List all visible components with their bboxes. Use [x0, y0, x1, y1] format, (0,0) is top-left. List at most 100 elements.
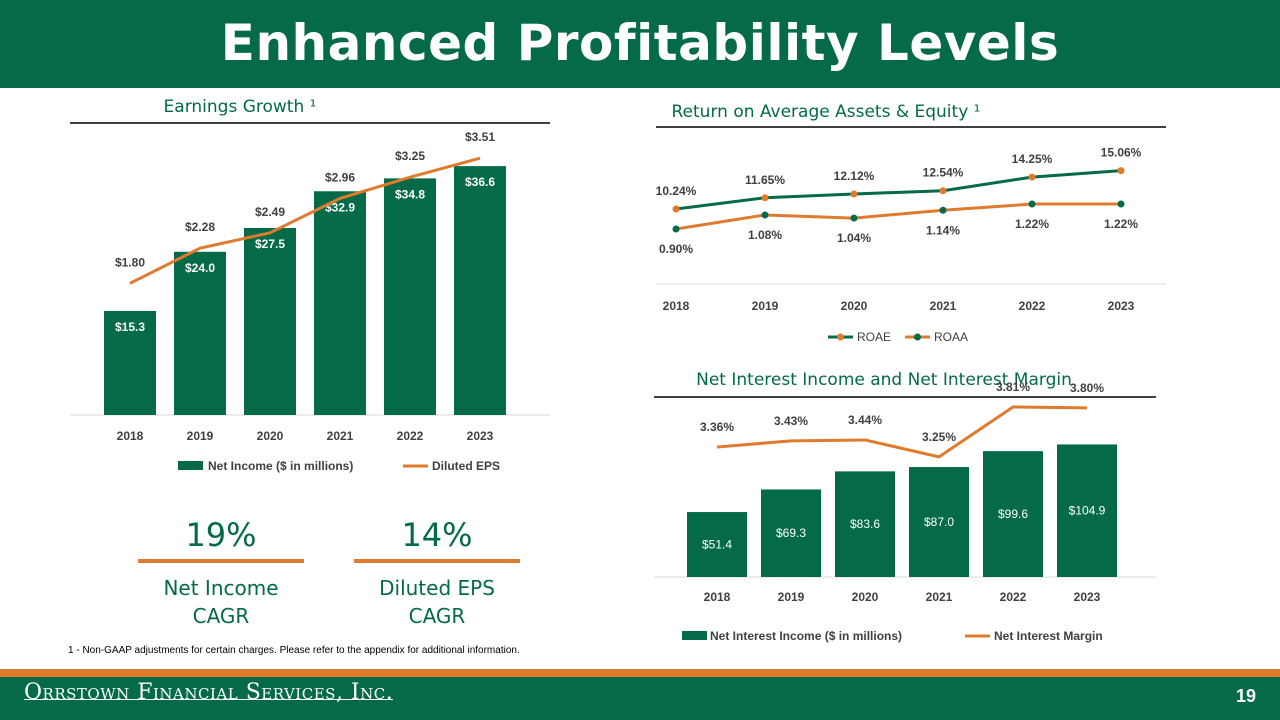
earnings-bar-label: $36.6 [465, 175, 495, 189]
returns-x-tick: 2023 [1108, 299, 1135, 313]
returns-legend-roae-marker [837, 333, 844, 341]
earnings-title-rule [70, 122, 550, 124]
nii-x-tick: 2023 [1074, 590, 1101, 604]
roaa-label: 1.22% [1104, 217, 1138, 231]
diluted-eps-cagr-label-line1: Diluted EPS [379, 576, 495, 600]
nii-x-tick: 2022 [1000, 590, 1027, 604]
roae-label: 12.12% [834, 169, 875, 183]
earnings-legend-line-label: Diluted EPS [432, 459, 500, 473]
net-income-cagr-label-line2: CAGR [192, 604, 250, 628]
earnings-bar [244, 228, 296, 415]
earnings-eps-label: $2.49 [255, 205, 285, 219]
net-income-cagr-label: Net Income CAGR [138, 574, 304, 630]
nii-bar-label: $87.0 [924, 515, 954, 529]
footnote: 1 - Non-GAAP adjustments for certain cha… [68, 645, 520, 656]
returns-x-tick: 2020 [841, 299, 868, 313]
nii-chart-title: Net Interest Income and Net Interest Mar… [696, 370, 1072, 390]
roae-point [761, 194, 769, 202]
roaa-point [939, 206, 947, 214]
company-underline [24, 699, 394, 700]
earnings-bar-label: $32.9 [325, 200, 355, 214]
nim-line [716, 405, 1088, 459]
nim-label: 3.36% [700, 420, 734, 434]
page-number: 19 [1235, 686, 1256, 706]
earnings-x-tick: 2023 [467, 429, 494, 443]
roaa-point [1117, 200, 1125, 208]
nii-bar-label: $104.9 [1069, 503, 1106, 517]
nii-bar [909, 467, 969, 577]
roae-label: 11.65% [745, 173, 785, 187]
nii-legend-bar-swatch [682, 631, 707, 640]
earnings-eps-line [129, 156, 481, 285]
roae-label: 10.24% [656, 184, 697, 198]
nii-title-rule [654, 396, 1156, 398]
earnings-bar-label: $15.3 [115, 320, 145, 334]
earnings-bar [314, 191, 366, 415]
footer-accent-bar [0, 669, 1280, 677]
roaa-label: 1.14% [926, 223, 960, 237]
roaa-point [761, 211, 769, 219]
returns-x-tick: 2019 [752, 299, 779, 313]
diluted-eps-cagr-divider [354, 559, 520, 563]
nii-bar-label: $69.3 [776, 526, 806, 540]
roae-line [675, 169, 1122, 211]
roae-label: 15.06% [1101, 146, 1142, 160]
nii-bar-label: $83.6 [850, 517, 880, 531]
net-income-cagr-value: 19% [185, 516, 257, 554]
nim-label: 3.43% [774, 414, 808, 428]
title-banner: Enhanced Profitability Levels [0, 0, 1280, 88]
roae-point [672, 205, 680, 213]
returns-legend-roae-label: ROAE [857, 330, 891, 344]
roaa-line [675, 202, 1121, 231]
earnings-x-tick: 2022 [397, 429, 424, 443]
company-logo-text: Orrstown Financial Services, Inc. [24, 680, 394, 705]
returns-chart: 2018 2019 2020 2021 2022 2023 10.24% 11.65% 12.1… [656, 146, 1166, 344]
nim-label: 3.80% [1070, 381, 1104, 395]
earnings-x-tick: 2021 [327, 429, 354, 443]
earnings-eps-label: $3.25 [395, 149, 425, 163]
returns-title-rule [656, 126, 1166, 128]
earnings-eps-label: $2.96 [325, 170, 355, 184]
nii-x-tick: 2021 [926, 590, 953, 604]
returns-chart-title: Return on Average Assets & Equity ¹ [671, 102, 981, 122]
returns-legend-roaa-marker [914, 333, 921, 341]
nii-legend-line-label: Net Interest Margin [994, 629, 1103, 643]
net-income-cagr-divider [138, 559, 304, 563]
returns-x-tick: 2022 [1019, 299, 1046, 313]
earnings-bar [384, 178, 436, 415]
earnings-bar [174, 251, 226, 415]
footer-bar [0, 677, 1280, 720]
earnings-legend-bar-label: Net Income ($ in millions) [208, 459, 353, 473]
roaa-point [1028, 200, 1036, 208]
earnings-bar-label: $27.5 [255, 237, 285, 251]
net-income-cagr-label-line1: Net Income [163, 576, 279, 600]
returns-x-tick: 2018 [663, 299, 690, 313]
nim-label: 3.81% [996, 380, 1030, 394]
nii-legend-bar-label: Net Interest Income ($ in millions) [710, 629, 902, 643]
earnings-bar [454, 166, 506, 415]
roaa-point [672, 225, 680, 233]
nii-bar [761, 489, 821, 577]
company-name: Orrstown Financial Services, Inc. [24, 680, 394, 705]
nii-chart: $51.4 2018 3.36% $69.3 2019 3.43% $83.6 2020 3.4… [654, 380, 1156, 643]
nii-bar [1057, 444, 1117, 577]
page-title: Enhanced Profitability Levels [220, 14, 1060, 72]
earnings-growth-chart: $15.3 2018 $1.80 $24.0 2019 $2.28 $27.5 2020 $2.… [70, 130, 550, 473]
earnings-chart-title: Earnings Growth ¹ [163, 97, 317, 117]
nii-bar [687, 512, 747, 577]
earnings-x-tick: 2020 [257, 429, 284, 443]
roae-point [1028, 173, 1036, 181]
diluted-eps-cagr-label: Diluted EPS CAGR [354, 574, 520, 630]
earnings-eps-label: $2.28 [185, 220, 215, 234]
diluted-eps-cagr-label-line2: CAGR [408, 604, 466, 628]
roae-point [939, 187, 947, 195]
nii-x-tick: 2020 [852, 590, 879, 604]
nii-x-tick: 2019 [778, 590, 805, 604]
earnings-bar-label: $34.8 [395, 187, 425, 201]
returns-x-tick: 2021 [930, 299, 957, 313]
earnings-bar [104, 310, 156, 415]
nii-x-tick: 2018 [704, 590, 731, 604]
nim-label: 3.25% [922, 430, 956, 444]
earnings-x-tick: 2018 [117, 429, 144, 443]
roaa-label: 0.90% [659, 242, 693, 256]
